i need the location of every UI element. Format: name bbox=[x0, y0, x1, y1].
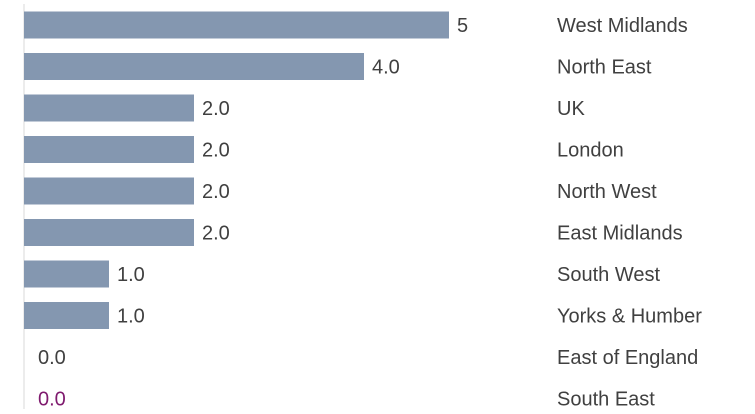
bar bbox=[24, 11, 449, 39]
bar-value-label: 0.0 bbox=[38, 347, 66, 369]
category-label: South East bbox=[557, 389, 655, 410]
bar-value-label: 2.0 bbox=[202, 181, 230, 203]
bar bbox=[24, 302, 109, 329]
category-label: East of England bbox=[557, 347, 698, 369]
bar-value-label: 0.0 bbox=[38, 389, 66, 410]
bar bbox=[24, 136, 194, 163]
bars-group bbox=[24, 11, 449, 329]
bar bbox=[24, 219, 194, 246]
bar-value-label: 1.0 bbox=[117, 306, 145, 328]
category-label: North East bbox=[557, 57, 652, 79]
bar-value-label: 2.0 bbox=[202, 98, 230, 120]
category-labels-group: West Midlands North East UK London North Wes… bbox=[557, 15, 702, 411]
bar-value-label: 5 bbox=[457, 15, 468, 37]
bar bbox=[24, 94, 194, 122]
category-label: London bbox=[557, 140, 624, 162]
category-label: Yorks & Humber bbox=[557, 306, 702, 328]
bar-value-label: 4.0 bbox=[372, 57, 400, 79]
bar bbox=[24, 177, 194, 205]
bar bbox=[24, 53, 364, 80]
category-label: South West bbox=[557, 264, 660, 286]
bar-value-label: 2.0 bbox=[202, 223, 230, 245]
bar-value-label: 1.0 bbox=[117, 264, 145, 286]
bar-value-label: 2.0 bbox=[202, 140, 230, 162]
category-label: North West bbox=[557, 181, 657, 203]
category-label: East Midlands bbox=[557, 223, 683, 245]
bar bbox=[24, 260, 109, 288]
category-label: UK bbox=[557, 98, 585, 120]
category-label: West Midlands bbox=[557, 15, 688, 37]
value-labels-group: 5 4.0 2.0 2.0 2.0 2.0 1.0 1.0 0.0 0.0 bbox=[38, 15, 468, 411]
